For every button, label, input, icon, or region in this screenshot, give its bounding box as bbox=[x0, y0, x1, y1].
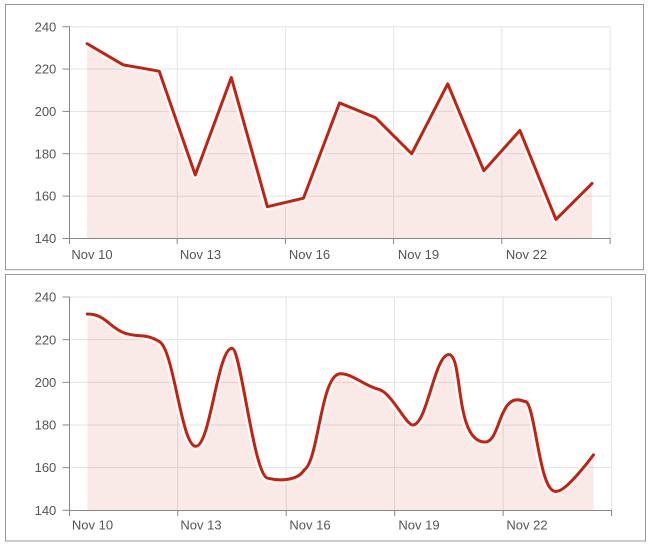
svg-text:Nov 19: Nov 19 bbox=[398, 518, 439, 533]
svg-text:220: 220 bbox=[35, 62, 57, 77]
svg-text:Nov 16: Nov 16 bbox=[289, 518, 330, 533]
svg-text:220: 220 bbox=[35, 332, 57, 347]
svg-text:Nov 13: Nov 13 bbox=[180, 518, 221, 533]
svg-text:200: 200 bbox=[35, 104, 57, 119]
svg-text:Nov 10: Nov 10 bbox=[72, 518, 113, 533]
svg-text:200: 200 bbox=[35, 375, 57, 390]
svg-text:Nov 16: Nov 16 bbox=[289, 247, 330, 262]
svg-text:140: 140 bbox=[35, 503, 57, 518]
svg-text:Nov 19: Nov 19 bbox=[398, 247, 439, 262]
svg-text:Nov 10: Nov 10 bbox=[71, 247, 112, 262]
svg-text:140: 140 bbox=[35, 231, 57, 246]
svg-text:240: 240 bbox=[35, 19, 57, 34]
svg-text:180: 180 bbox=[35, 146, 57, 161]
svg-text:160: 160 bbox=[35, 189, 57, 204]
svg-text:160: 160 bbox=[35, 460, 57, 475]
svg-text:Nov 22: Nov 22 bbox=[506, 518, 547, 533]
svg-text:Nov 22: Nov 22 bbox=[506, 247, 547, 262]
svg-text:240: 240 bbox=[35, 290, 57, 305]
svg-text:Nov 13: Nov 13 bbox=[180, 247, 221, 262]
svg-text:180: 180 bbox=[35, 418, 57, 433]
